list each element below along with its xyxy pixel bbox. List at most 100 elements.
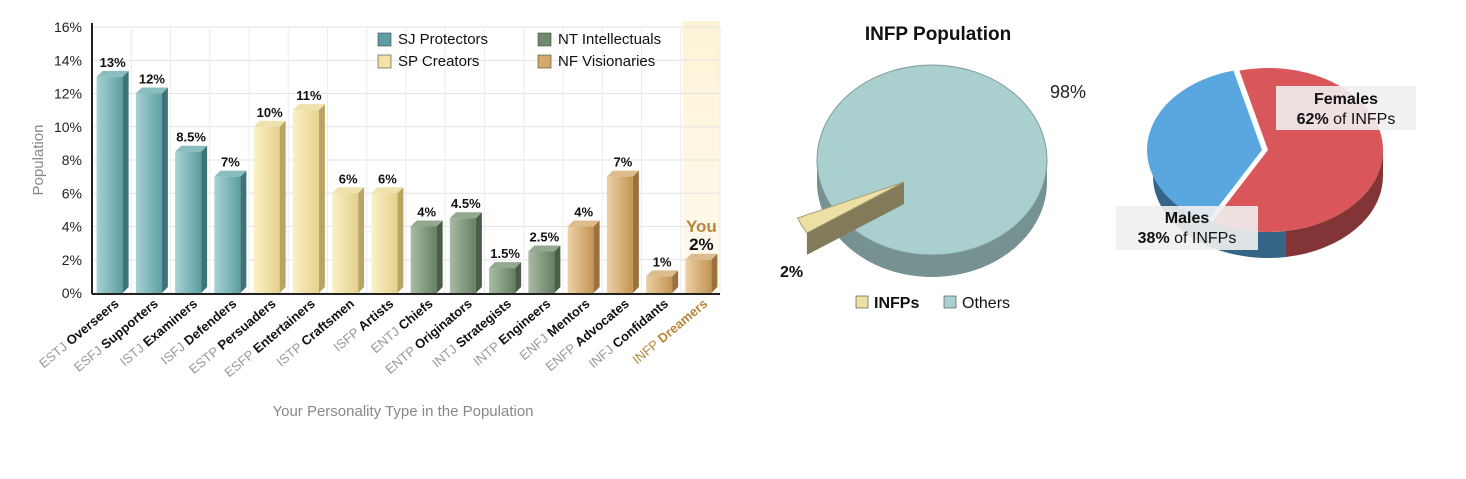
bar-isfp [371, 193, 398, 293]
pie-legend-swatch [943, 295, 957, 309]
pie-slice-infps [796, 181, 905, 234]
bar-entp [449, 218, 476, 293]
gender-slice-males [1147, 70, 1262, 222]
bar-value-label: 10% [257, 105, 283, 120]
gender-percent-males: 38% [1138, 230, 1174, 247]
bar-intj [489, 268, 516, 293]
bar-side [397, 187, 404, 293]
bar-top [646, 270, 679, 277]
legend-swatch [537, 32, 552, 47]
bar-enfj [567, 226, 594, 293]
y-tick-label: 10% [54, 119, 82, 135]
bar-value-label: 8.5% [176, 130, 206, 145]
legend-swatch [537, 54, 552, 69]
gender-label-box-females [1276, 86, 1416, 130]
bar-side [201, 145, 208, 293]
bar-infj [646, 276, 673, 293]
bars: 13% 12% 8.5% 7% 10% 11% 6% 6% 4% 4.5% 1.5% 2.5% 4% 7%… [96, 55, 718, 293]
legend-label: NT Intellectuals [558, 31, 661, 48]
bar-side [593, 220, 600, 293]
bar-top [567, 220, 600, 227]
bar-isfj [214, 176, 241, 293]
bar-value-label: 12% [139, 72, 165, 87]
legend-label: SJ Protectors [398, 31, 488, 48]
y-tick-label: 6% [62, 185, 82, 201]
you-marker-label: You [686, 217, 717, 236]
bar-top [449, 212, 482, 219]
bar-value-label: 4.5% [451, 196, 481, 211]
infp-gender-pie: Females 62% of INFPs Males 38% of INFPs [1116, 68, 1416, 258]
y-tick-label: 4% [62, 219, 82, 235]
legend: SJ Protectors NT Intellectuals SP Creators… [377, 31, 661, 70]
bar-enfp [606, 176, 633, 293]
y-tick-label: 12% [54, 86, 82, 102]
bar-value-label: 13% [100, 55, 126, 70]
gender-suffix-males: of INFPs [1174, 230, 1236, 247]
bar-top [135, 87, 168, 94]
pie-label-infps: 2% [780, 264, 803, 281]
legend-label: SP Creators [398, 53, 479, 70]
bar-top [96, 70, 129, 77]
pie-legend: INFPs Others [855, 295, 1010, 312]
population-bar-chart: 0% 2% 4% 6% 8% 10% 12% 14% 16% 13% 12% 8.5% 7% 10% 11… [30, 19, 721, 420]
bar-infp [685, 259, 712, 293]
bar-side [711, 253, 718, 293]
bar-top [292, 104, 325, 111]
gender-label-box-males [1116, 206, 1258, 250]
infp-population-pie: INFP Population 98% 2% INFPs Others [780, 24, 1086, 312]
bar-value-label: 4% [417, 205, 436, 220]
bar-side [122, 70, 129, 293]
bar-top [606, 170, 639, 177]
y-tick-label: 8% [62, 152, 82, 168]
bar-side [436, 220, 443, 293]
gender-label-females: Females [1314, 91, 1378, 108]
bar-value-label: 1.5% [490, 246, 520, 261]
y-tick-label: 0% [62, 285, 82, 301]
pie-side-others [817, 160, 1047, 277]
bar-value-label: 2% [689, 235, 714, 254]
bar-top [489, 262, 522, 269]
bar-top [332, 187, 365, 194]
bar-estp [253, 126, 280, 293]
bar-istp [332, 193, 359, 293]
bar-value-label: 2.5% [530, 229, 560, 244]
pie-slices: 98% 2% [780, 64, 1086, 281]
y-tick-label: 2% [62, 252, 82, 268]
bar-esfj [135, 93, 162, 293]
bar-intp [528, 251, 555, 293]
bar-side [554, 245, 561, 293]
bar-top [685, 253, 718, 260]
pie-legend-label: INFPs [874, 295, 919, 312]
pie-legend-swatch [855, 295, 869, 309]
x-axis-label: Your Personality Type in the Population [272, 403, 533, 420]
bar-istj [175, 151, 202, 293]
pie-legend-label: Others [962, 295, 1010, 312]
bar-top [371, 187, 404, 194]
bar-value-label: 4% [574, 205, 593, 220]
gender-percent-females: 62% [1297, 111, 1333, 128]
y-axis-label: Population [30, 125, 47, 196]
bar-top [410, 220, 443, 227]
bar-top [214, 170, 247, 177]
bar-top [175, 145, 208, 152]
bar-value-label: 6% [378, 171, 397, 186]
highlight-band [682, 21, 720, 293]
bar-value-label: 1% [653, 254, 672, 269]
y-ticks: 0% 2% 4% 6% 8% 10% 12% 14% 16% [54, 19, 82, 301]
bar-value-label: 11% [296, 88, 322, 103]
bar-side [279, 120, 286, 293]
bar-entj [410, 226, 437, 293]
gender-value-males: 38% of INFPs [1138, 230, 1237, 247]
pie-side-infps [806, 182, 904, 255]
bar-side [240, 170, 247, 293]
bar-value-label: 7% [221, 155, 240, 170]
bar-esfp [292, 110, 319, 293]
y-tick-label: 14% [54, 52, 82, 68]
bar-side [318, 104, 325, 293]
highlight-band-rect [682, 21, 720, 293]
bar-side [632, 170, 639, 293]
bar-top [253, 120, 286, 127]
pie-title: INFP Population [865, 24, 1011, 45]
gender-value-females: 62% of INFPs [1297, 111, 1396, 128]
